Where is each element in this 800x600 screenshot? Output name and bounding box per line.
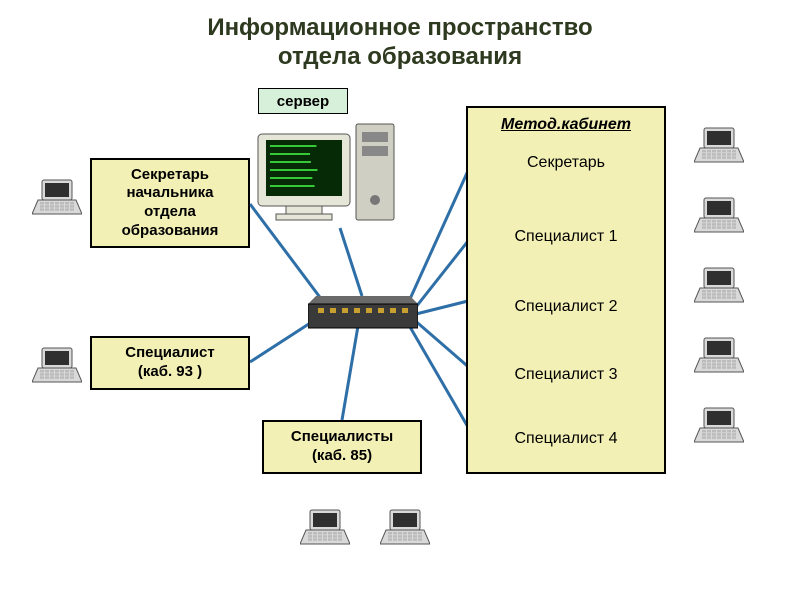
panel-title: Метод.кабинет: [468, 116, 664, 134]
node-secretary_head-line: начальника: [122, 184, 219, 203]
hub-icon: [308, 290, 418, 332]
page-title: Информационное пространствоотдела образо…: [0, 14, 800, 72]
node-specialists_85: Специалисты(каб. 85): [262, 420, 422, 474]
panel-item: Специалист 4: [468, 430, 664, 448]
node-secretary_head-line: Секретарь: [122, 166, 219, 185]
laptop-icon: [694, 406, 744, 446]
node-secretary_head-line: отдела: [122, 203, 219, 222]
panel-item: Специалист 1: [468, 228, 664, 246]
node-specialist_93-line: Специалист: [125, 344, 214, 363]
title-line1: Информационное пространство: [0, 14, 800, 43]
node-specialists_85-line: Специалисты: [291, 428, 393, 447]
server-icon: [252, 116, 402, 226]
node-secretary_head-line: образования: [122, 222, 219, 241]
panel-item: Специалист 3: [468, 366, 664, 384]
title-line2: отдела образования: [0, 43, 800, 72]
node-specialists_85-line: (каб. 85): [291, 447, 393, 466]
laptop-icon: [694, 266, 744, 306]
node-specialist_93-line: (каб. 93 ): [125, 363, 214, 382]
laptop-icon: [300, 508, 350, 548]
laptop-icon: [32, 346, 82, 386]
method-office-panel: Метод.кабинет Секретарь Специалист 1 Специа…: [466, 106, 666, 474]
node-specialist_93: Специалист(каб. 93 ): [90, 336, 250, 390]
laptop-icon: [694, 196, 744, 236]
server-label: сервер: [258, 88, 348, 114]
laptop-icon: [694, 126, 744, 166]
panel-item: Секретарь: [468, 154, 664, 172]
laptop-icon: [32, 178, 82, 218]
node-secretary_head: Секретарьначальникаотделаобразования: [90, 158, 250, 248]
laptop-icon: [694, 336, 744, 376]
laptop-icon: [380, 508, 430, 548]
panel-item: Специалист 2: [468, 298, 664, 316]
